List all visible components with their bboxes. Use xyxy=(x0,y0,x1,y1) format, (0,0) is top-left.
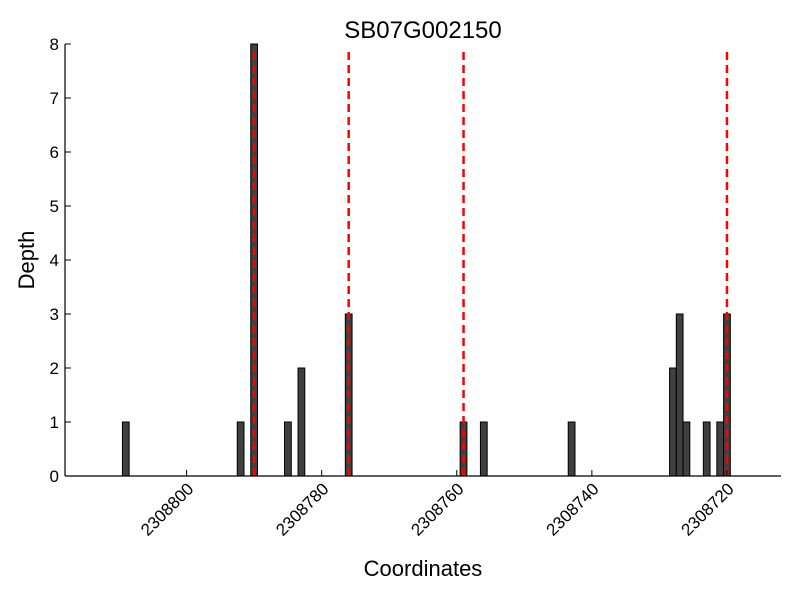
y-tick-label-0: 0 xyxy=(50,467,59,486)
chart-title: SB07G002150 xyxy=(344,17,501,44)
bar-4 xyxy=(297,367,306,477)
y-tick-label-5: 5 xyxy=(50,197,59,216)
x-tick-label-2: 2308760 xyxy=(407,479,467,539)
bar-13 xyxy=(716,421,725,477)
bar-3 xyxy=(284,421,292,477)
bar-7 xyxy=(479,421,488,477)
x-tick-label-3: 2308740 xyxy=(542,479,602,539)
y-tick-label-2: 2 xyxy=(50,359,59,378)
bar-0 xyxy=(121,421,130,477)
plot-area: 0 1 2 3 4 5 6 7 8 2308800 2308780 2308760 2308740 230… xyxy=(50,35,781,540)
bar-10 xyxy=(675,313,684,477)
x-tick-label-1: 2308780 xyxy=(272,479,332,539)
bar-8 xyxy=(567,421,576,477)
bar-11 xyxy=(682,421,691,477)
x-axis-label: Coordinates xyxy=(364,556,483,581)
y-tick-label-1: 1 xyxy=(50,413,59,432)
x-tick-label-0: 2308800 xyxy=(137,479,197,539)
bar-1 xyxy=(236,421,245,477)
y-tick-label-3: 3 xyxy=(50,305,59,324)
y-tick-label-8: 8 xyxy=(50,35,59,54)
y-tick-label-6: 6 xyxy=(50,143,59,162)
bar-12 xyxy=(702,421,711,477)
bar-9 xyxy=(669,367,677,477)
y-axis-label: Depth xyxy=(14,231,39,290)
y-tick-label-7: 7 xyxy=(50,89,59,108)
x-tick-label-4: 2308720 xyxy=(678,479,738,539)
y-tick-label-4: 4 xyxy=(50,251,59,270)
